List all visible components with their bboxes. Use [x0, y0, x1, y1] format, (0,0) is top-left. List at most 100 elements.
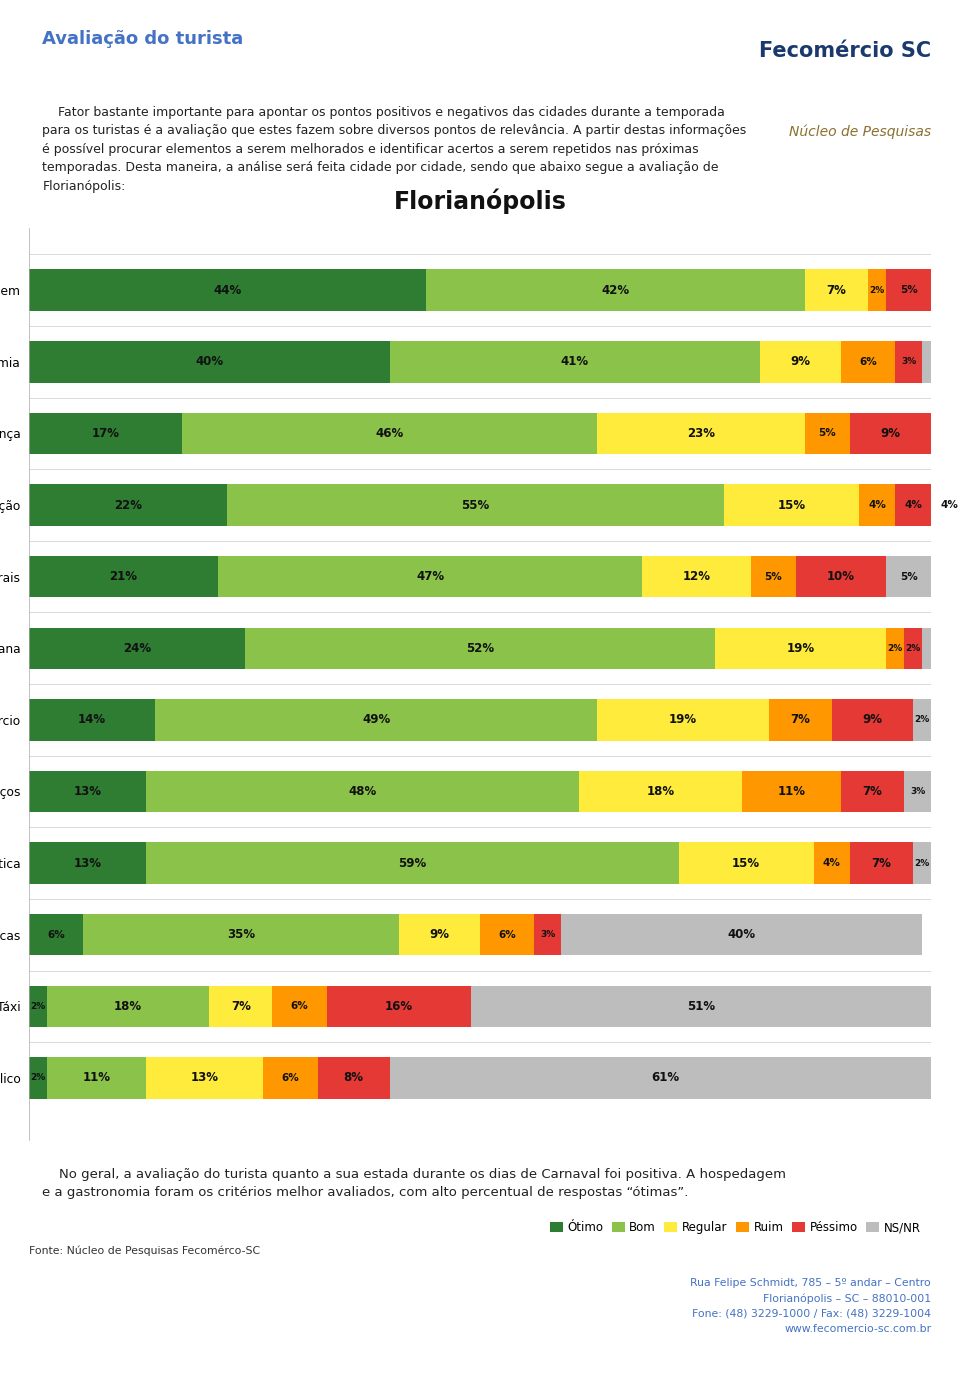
Text: 61%: 61%: [651, 1071, 679, 1085]
Bar: [562, 914, 923, 955]
Bar: [796, 556, 886, 597]
Text: 44%: 44%: [213, 283, 242, 297]
Text: 41%: 41%: [561, 355, 588, 369]
Bar: [814, 843, 850, 884]
Text: 6%: 6%: [859, 357, 876, 366]
Bar: [326, 985, 471, 1027]
Bar: [83, 914, 398, 955]
Bar: [47, 1057, 146, 1099]
Text: 2%: 2%: [905, 644, 921, 652]
Bar: [146, 1057, 263, 1099]
Bar: [886, 627, 904, 669]
Bar: [218, 556, 642, 597]
Bar: [318, 1057, 390, 1099]
Bar: [859, 484, 895, 525]
Text: Fator bastante importante para apontar os pontos positivos e negativos das cidad: Fator bastante importante para apontar o…: [42, 106, 747, 193]
Text: 6%: 6%: [281, 1072, 300, 1083]
Text: 13%: 13%: [74, 857, 102, 869]
Text: 11%: 11%: [83, 1071, 110, 1085]
Bar: [29, 269, 426, 311]
Text: 3%: 3%: [901, 358, 916, 366]
Bar: [390, 1057, 940, 1099]
Text: 19%: 19%: [786, 641, 814, 655]
Text: 15%: 15%: [778, 499, 805, 511]
Text: 13%: 13%: [74, 785, 102, 797]
Text: 10%: 10%: [827, 571, 855, 583]
Text: 14%: 14%: [78, 713, 106, 727]
Bar: [886, 556, 931, 597]
Bar: [156, 699, 597, 741]
Bar: [29, 1057, 47, 1099]
Bar: [913, 843, 931, 884]
Text: 47%: 47%: [417, 571, 444, 583]
Bar: [642, 556, 751, 597]
Text: 17%: 17%: [91, 427, 119, 439]
Text: No geral, a avaliação do turista quanto a sua estada durante os dias de Carnaval: No geral, a avaliação do turista quanto …: [42, 1168, 786, 1200]
Text: 40%: 40%: [728, 929, 756, 941]
Text: 3%: 3%: [910, 786, 925, 796]
Bar: [534, 914, 562, 955]
Bar: [904, 771, 931, 813]
Text: 4%: 4%: [868, 500, 886, 510]
Bar: [886, 269, 931, 311]
Text: 6%: 6%: [47, 930, 64, 940]
Text: 9%: 9%: [790, 355, 810, 369]
Text: 21%: 21%: [109, 571, 137, 583]
Bar: [480, 914, 534, 955]
Text: 55%: 55%: [462, 499, 490, 511]
Bar: [228, 484, 724, 525]
Text: 42%: 42%: [601, 283, 630, 297]
Bar: [47, 985, 209, 1027]
Bar: [751, 556, 796, 597]
Text: 9%: 9%: [429, 929, 449, 941]
Bar: [769, 699, 832, 741]
Bar: [597, 699, 769, 741]
Bar: [29, 699, 156, 741]
Text: 4%: 4%: [940, 500, 958, 510]
Bar: [931, 484, 960, 525]
Text: 49%: 49%: [362, 713, 391, 727]
Bar: [850, 843, 913, 884]
Text: 4%: 4%: [904, 500, 923, 510]
Text: 5%: 5%: [819, 428, 836, 438]
Text: 52%: 52%: [466, 641, 494, 655]
Text: 22%: 22%: [114, 499, 142, 511]
Text: 9%: 9%: [880, 427, 900, 439]
Bar: [868, 269, 886, 311]
Text: 2%: 2%: [30, 1002, 45, 1010]
Bar: [804, 269, 868, 311]
Bar: [923, 627, 931, 669]
Bar: [246, 627, 714, 669]
Text: 48%: 48%: [348, 785, 377, 797]
Legend: Ótimo, Bom, Regular, Ruim, Péssimo, NS/NR: Ótimo, Bom, Regular, Ruim, Péssimo, NS/N…: [545, 1216, 925, 1240]
Text: 24%: 24%: [123, 641, 151, 655]
Text: 15%: 15%: [732, 857, 760, 869]
Bar: [29, 843, 146, 884]
Bar: [29, 484, 228, 525]
Text: Fonte: Núcleo de Pesquisas Fecomérco-SC: Fonte: Núcleo de Pesquisas Fecomérco-SC: [29, 1245, 260, 1255]
Text: 46%: 46%: [375, 427, 404, 439]
Text: 23%: 23%: [687, 427, 715, 439]
Bar: [579, 771, 742, 813]
Bar: [895, 341, 923, 383]
Bar: [742, 771, 841, 813]
Text: 18%: 18%: [114, 999, 142, 1013]
Bar: [759, 341, 841, 383]
Bar: [29, 341, 390, 383]
Text: 2%: 2%: [915, 858, 930, 868]
Bar: [724, 484, 859, 525]
Bar: [904, 627, 923, 669]
Bar: [841, 341, 895, 383]
Text: Fecomércio SC: Fecomércio SC: [759, 41, 931, 61]
Text: Rua Felipe Schmidt, 785 – 5º andar – Centro
Florianópolis – SC – 88010-001
Fone:: Rua Felipe Schmidt, 785 – 5º andar – Cen…: [690, 1278, 931, 1334]
Text: 16%: 16%: [385, 999, 413, 1013]
Text: 6%: 6%: [291, 1002, 308, 1012]
Bar: [263, 1057, 318, 1099]
Bar: [913, 699, 931, 741]
Text: 2%: 2%: [887, 644, 902, 652]
Bar: [29, 627, 246, 669]
Bar: [146, 771, 579, 813]
Text: 35%: 35%: [227, 929, 255, 941]
Title: Florianópolis: Florianópolis: [394, 188, 566, 214]
Bar: [895, 484, 931, 525]
